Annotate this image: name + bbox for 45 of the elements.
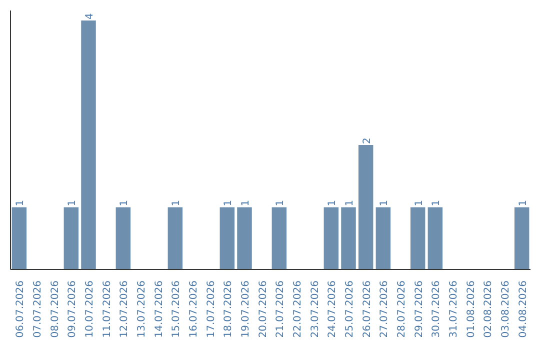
x-tick-label: 29.07.2026 <box>414 280 425 338</box>
data-label: 1 <box>518 200 529 206</box>
data-label: 1 <box>431 200 442 206</box>
x-tick-label: 14.07.2026 <box>154 280 165 338</box>
x-tick-label: 27.07.2026 <box>379 280 390 338</box>
data-label: 1 <box>15 200 26 206</box>
data-label: 2 <box>362 138 373 144</box>
data-label: 1 <box>171 200 182 206</box>
x-tick-label: 23.07.2026 <box>310 280 321 338</box>
x-tick-label: 31.07.2026 <box>448 280 460 338</box>
x-tick-label: 12.07.2026 <box>119 280 130 338</box>
x-tick-label: 09.07.2026 <box>67 280 78 338</box>
data-label: 1 <box>67 200 78 206</box>
x-tick-label: 04.08.2026 <box>518 280 529 338</box>
x-tick-label: 25.07.2026 <box>344 280 356 338</box>
x-tick-label: 21.07.2026 <box>275 280 286 338</box>
x-tick-label: 28.07.2026 <box>396 280 408 338</box>
x-tick-label: 07.07.2026 <box>32 280 44 338</box>
x-tick-label: 06.07.2026 <box>15 280 26 338</box>
x-tick-label: 01.08.2026 <box>466 280 477 338</box>
data-label: 1 <box>327 200 338 206</box>
x-tick-label: 08.07.2026 <box>50 280 61 338</box>
data-label: 1 <box>414 200 425 206</box>
data-label: 1 <box>379 200 390 206</box>
data-label: 1 <box>119 200 130 206</box>
data-label: 1 <box>223 200 234 206</box>
x-tick-label: 03.08.2026 <box>500 280 512 338</box>
x-tick-label: 26.07.2026 <box>362 280 373 338</box>
x-tick-label: 24.07.2026 <box>327 280 338 338</box>
x-tick-label: 20.07.2026 <box>258 280 269 338</box>
x-tick-label: 18.07.2026 <box>223 280 234 338</box>
x-tick-label: 13.07.2026 <box>136 280 148 338</box>
data-label: 1 <box>344 200 356 206</box>
x-tick-label: 02.08.2026 <box>483 280 494 338</box>
data-label: 1 <box>275 200 286 206</box>
x-tick-label: 16.07.2026 <box>188 280 200 338</box>
x-tick-label: 11.07.2026 <box>102 280 113 338</box>
x-tick-label: 10.07.2026 <box>84 280 96 338</box>
x-tick-label: 17.07.2026 <box>206 280 217 338</box>
x-tick-label: 19.07.2026 <box>240 280 252 338</box>
x-tick-label: 30.07.2026 <box>431 280 442 338</box>
data-label: 1 <box>240 200 252 206</box>
x-tick-label: 22.07.2026 <box>292 280 304 338</box>
data-label: 4 <box>84 13 96 20</box>
x-tick-label: 15.07.2026 <box>171 280 182 338</box>
